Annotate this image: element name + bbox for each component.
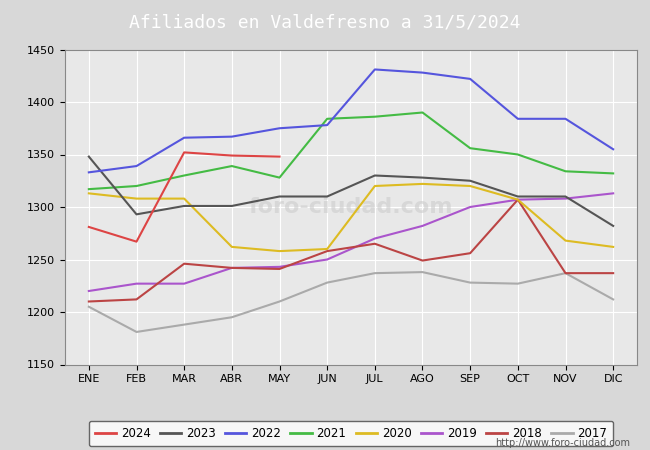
Legend: 2024, 2023, 2022, 2021, 2020, 2019, 2018, 2017: 2024, 2023, 2022, 2021, 2020, 2019, 2018… bbox=[89, 421, 613, 446]
Text: http://www.foro-ciudad.com: http://www.foro-ciudad.com bbox=[495, 438, 630, 448]
Text: foro-ciudad.com: foro-ciudad.com bbox=[249, 197, 453, 217]
Text: Afiliados en Valdefresno a 31/5/2024: Afiliados en Valdefresno a 31/5/2024 bbox=[129, 14, 521, 32]
